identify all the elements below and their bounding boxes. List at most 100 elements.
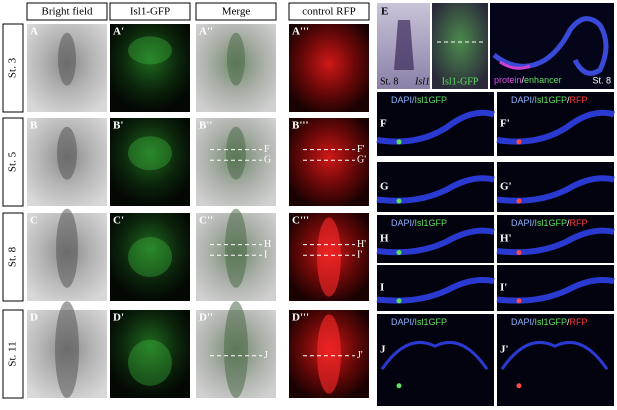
column-header-box bbox=[109, 2, 191, 21]
panel-letter: D bbox=[30, 312, 38, 324]
panel-letter: H bbox=[380, 233, 389, 245]
gene-label: Isl1 bbox=[414, 76, 430, 87]
row-label: St. 11 bbox=[7, 341, 19, 366]
gfp-signal bbox=[396, 198, 402, 204]
panel-letter: D' bbox=[113, 312, 124, 324]
row-label-box bbox=[2, 309, 24, 399]
embryo bbox=[56, 208, 78, 288]
micrograph bbox=[377, 265, 494, 311]
panel-letter: C'' bbox=[199, 215, 213, 227]
legend: DAPI/Isl1GFP bbox=[391, 218, 447, 228]
stage-label: St. 8 bbox=[592, 75, 611, 85]
legend-item: DAPI/ bbox=[391, 95, 415, 105]
legend-item: Isl1GFP bbox=[535, 218, 568, 228]
rfp-signal bbox=[516, 383, 522, 389]
legend-item: Isl1GFP bbox=[415, 218, 448, 228]
micrograph bbox=[289, 24, 369, 112]
column-header-box bbox=[288, 2, 370, 21]
gfp-signal bbox=[396, 249, 402, 255]
legend-item: Isl1GFP bbox=[415, 95, 448, 105]
legend: DAPI/Isl1GFP bbox=[391, 317, 447, 327]
legend-item: Isl1GFP bbox=[415, 317, 448, 327]
tissue bbox=[380, 341, 489, 371]
embryo bbox=[226, 126, 246, 180]
micrograph bbox=[110, 118, 190, 206]
panel-letter: A''' bbox=[292, 26, 309, 38]
legend: DAPI/Isl1GFP/RFP bbox=[511, 95, 588, 105]
legend: DAPI/Isl1GFP/RFP bbox=[511, 218, 588, 228]
embryo bbox=[58, 32, 76, 86]
tissue bbox=[492, 16, 609, 76]
panel-letter: C''' bbox=[292, 215, 309, 227]
stage-label: St. 8 bbox=[380, 76, 398, 87]
panel-letter: B' bbox=[113, 120, 123, 132]
legend-item: Isl1GFP bbox=[535, 95, 568, 105]
panel-letter: B'' bbox=[199, 120, 212, 132]
legend-item: / bbox=[567, 95, 570, 105]
gfp-label: Isl1-GFP bbox=[442, 76, 479, 87]
panel-letter: I bbox=[380, 282, 384, 294]
micrograph bbox=[497, 314, 614, 406]
column-header-box bbox=[26, 2, 108, 21]
micrograph bbox=[110, 310, 190, 398]
embryo bbox=[57, 126, 77, 180]
section-line-label: I bbox=[264, 250, 267, 261]
micrograph bbox=[497, 162, 614, 212]
section-line-label: G bbox=[264, 155, 271, 166]
section-line-label: H bbox=[264, 239, 271, 250]
legend: protein/enhancer bbox=[494, 75, 562, 85]
panel-letter: C bbox=[30, 215, 38, 227]
panel-letter: J' bbox=[500, 344, 509, 356]
panel-letter: C' bbox=[113, 215, 124, 227]
legend-item: DAPI/ bbox=[391, 218, 415, 228]
column-header-box bbox=[195, 2, 277, 21]
micrograph bbox=[110, 24, 190, 112]
legend-item: DAPI/ bbox=[511, 95, 535, 105]
row-label: St. 3 bbox=[7, 57, 19, 78]
embryo bbox=[224, 301, 248, 398]
tissue bbox=[500, 341, 609, 371]
gfp-signal bbox=[128, 136, 172, 171]
section-line-label: G' bbox=[357, 155, 366, 166]
rfp-signal bbox=[516, 249, 522, 255]
rfp-signal bbox=[516, 198, 522, 204]
micrograph bbox=[497, 265, 614, 311]
section-line-label: F bbox=[264, 144, 270, 155]
gfp-signal bbox=[396, 139, 402, 145]
legend-item: DAPI/ bbox=[511, 218, 535, 228]
panel-letter: E bbox=[381, 6, 388, 18]
panel-letter: J bbox=[380, 344, 386, 356]
panel-letter: D'' bbox=[199, 312, 213, 324]
legend: DAPI/Isl1GFP/RFP bbox=[511, 317, 588, 327]
rfp-signal bbox=[516, 139, 522, 145]
micrograph bbox=[497, 92, 614, 156]
row-label: St. 5 bbox=[7, 151, 19, 172]
legend-item: / bbox=[567, 218, 570, 228]
panel-letter: D''' bbox=[292, 312, 309, 324]
legend-item: / bbox=[567, 317, 570, 327]
micrograph bbox=[289, 118, 369, 206]
column-header: Isl1-GFP bbox=[130, 6, 170, 18]
section-line-label: I' bbox=[357, 250, 362, 261]
rfp-signal bbox=[317, 314, 341, 394]
legend-item: DAPI/ bbox=[391, 317, 415, 327]
row-label-box bbox=[2, 212, 24, 302]
panel-letter: B bbox=[30, 120, 38, 132]
gfp-signal bbox=[128, 36, 172, 65]
panel-letter: F bbox=[380, 118, 387, 130]
panel-letter: H' bbox=[500, 233, 512, 245]
section-line-label: H' bbox=[357, 239, 366, 250]
column-header: Merge bbox=[222, 6, 251, 18]
row-label: St. 8 bbox=[7, 246, 19, 267]
panel-letter: G bbox=[380, 181, 389, 193]
section-line-label: J bbox=[264, 350, 268, 361]
panel-letter: B''' bbox=[292, 120, 309, 132]
embryo bbox=[55, 301, 79, 398]
legend-item: RFP bbox=[570, 218, 588, 228]
legend-item: DAPI/ bbox=[511, 317, 535, 327]
gfp-signal bbox=[396, 383, 402, 389]
panel-letter: A bbox=[30, 26, 38, 38]
micrograph bbox=[377, 92, 494, 156]
